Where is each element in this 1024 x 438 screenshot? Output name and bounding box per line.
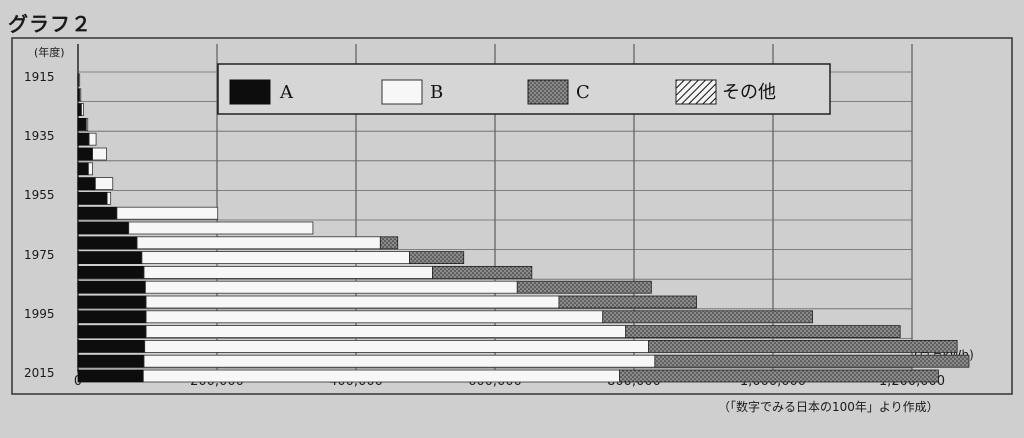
bars [77, 73, 970, 383]
legend-box [217, 63, 831, 115]
bar-segment-A-1965 [77, 221, 130, 235]
bar-segment-B-1945 [88, 162, 93, 176]
bar-segment-C-2005 [648, 339, 958, 353]
bar-segment-B-1955 [106, 191, 112, 205]
bar-segment-A-1945 [77, 162, 89, 176]
y-axis-label: (年度) [34, 46, 65, 59]
bar-segment-B-1920 [79, 88, 82, 102]
y-tick-label: 1955 [24, 188, 55, 203]
bar-segment-A-1995 [77, 310, 147, 324]
bar-segment-C-1970 [379, 236, 399, 250]
y-tick-label: 1935 [24, 129, 55, 144]
bar-segment-A-1990 [77, 295, 147, 309]
bar-segment-B-2015 [142, 369, 620, 383]
bar-segment-A-1955 [77, 191, 108, 205]
bar-segment-C-2015 [619, 369, 939, 383]
y-tick-label: 1995 [24, 306, 55, 321]
bar-segment-A-1950 [77, 177, 96, 191]
bar-segment-A-2005 [77, 339, 146, 353]
bar-segment-A-1980 [77, 265, 145, 279]
source-note: （「数字でみる日本の100年」より作成） [718, 400, 939, 414]
bar-segment-C-1980 [432, 265, 533, 279]
bar-segment-B-1960 [116, 206, 219, 220]
bar-segment-B-1940 [92, 147, 107, 161]
bar-segment-B-1985 [145, 280, 518, 294]
bar-segment-B-1950 [94, 177, 114, 191]
bar-segment-C-1975 [409, 251, 465, 265]
bar-segment-B-1995 [145, 310, 604, 324]
bar-segment-A-1935 [77, 132, 90, 146]
legend-label-その他: その他 [722, 82, 776, 103]
bar-segment-A-1970 [77, 236, 138, 250]
bar-segment-C-2010 [654, 354, 970, 368]
legend-swatch-C [527, 79, 569, 105]
legend-label-C: C [576, 82, 590, 103]
y-tick-label: 1915 [24, 70, 55, 84]
legend-label-A: A [279, 82, 294, 103]
legend-swatch-A [229, 79, 271, 105]
outer-frame [11, 37, 1013, 395]
bar-segment-B-2005 [144, 339, 649, 353]
bar-segment-B-1925 [81, 103, 84, 116]
bar-segment-A-1930 [77, 118, 87, 131]
bar-segment-C-1995 [602, 310, 814, 324]
bar-segment-A-2015 [77, 369, 144, 383]
legend-swatch-その他 [675, 79, 717, 105]
bar-segment-A-1975 [77, 251, 143, 265]
bar-segment-A-2010 [77, 354, 145, 368]
bar-segment-B-2010 [143, 354, 656, 368]
bar-segment-B-1915 [78, 73, 81, 87]
bar-segment-B-2000 [145, 325, 627, 339]
bar-segment-A-1925 [77, 103, 82, 116]
bar-segment-B-1970 [136, 236, 381, 250]
legend: A B C その他 [217, 63, 831, 115]
bar-segment-B-1990 [145, 295, 560, 309]
legend-swatch-B [381, 79, 423, 105]
bar-segment-B-1975 [141, 251, 410, 265]
bar-segment-A-1985 [77, 280, 146, 294]
bar-segment-B-1965 [128, 221, 314, 235]
y-tick-label: 1975 [24, 247, 55, 262]
bar-segment-B-1980 [143, 265, 433, 279]
bar-segment-A-1960 [77, 206, 118, 220]
bar-segment-B-1935 [88, 132, 97, 146]
chart-title: グラフ２ [8, 12, 92, 36]
bar-segment-C-2000 [625, 325, 901, 339]
bar-segment-C-1985 [516, 280, 652, 294]
bar-segment-A-1940 [77, 147, 93, 161]
bar-segment-C-1990 [558, 295, 697, 309]
legend-label-B: B [430, 82, 443, 103]
bar-segment-B-1930 [85, 118, 89, 131]
bar-segment-A-2000 [77, 325, 147, 339]
y-tick-label: 2015 [24, 366, 55, 380]
